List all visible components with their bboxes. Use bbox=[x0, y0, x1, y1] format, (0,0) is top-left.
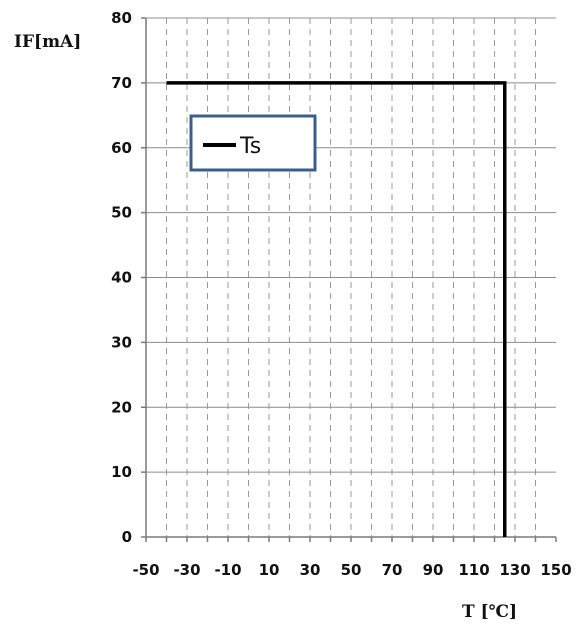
x-tick-label: -30 bbox=[173, 561, 200, 579]
y-tick-labels: 0 10 20 30 40 50 60 70 80 bbox=[111, 9, 132, 546]
y-tick-label: 40 bbox=[111, 269, 132, 287]
x-tick-label: 150 bbox=[540, 561, 571, 579]
y-axis-title: IF[mA] bbox=[14, 32, 81, 52]
axes bbox=[141, 17, 557, 542]
x-axis-title: T [℃] bbox=[462, 602, 517, 622]
x-tick-label: 10 bbox=[259, 561, 280, 579]
y-tick-label: 80 bbox=[111, 9, 132, 27]
grid bbox=[146, 17, 556, 537]
y-tick-label: 70 bbox=[111, 74, 132, 92]
legend: Ts bbox=[189, 114, 317, 172]
legend-label-ts: Ts bbox=[239, 134, 261, 159]
x-tick-label: 110 bbox=[458, 561, 489, 579]
series-line-ts bbox=[166, 81, 507, 537]
x-tick-label: 90 bbox=[423, 561, 444, 579]
y-tick-label: 30 bbox=[111, 333, 132, 351]
x-tick-labels: -50 -30 -10 10 30 50 70 90 110 130 150 bbox=[132, 561, 571, 579]
y-tick-label: 60 bbox=[111, 139, 132, 157]
y-tick-label: 0 bbox=[122, 528, 132, 546]
series-layer bbox=[166, 81, 507, 537]
x-tick-label: -50 bbox=[132, 561, 159, 579]
y-tick-label: 50 bbox=[111, 204, 132, 222]
y-tick-label: 20 bbox=[111, 398, 132, 416]
x-tick-label: -10 bbox=[214, 561, 241, 579]
x-tick-label: 50 bbox=[341, 561, 362, 579]
x-tick-label: 130 bbox=[499, 561, 530, 579]
y-tick-label: 10 bbox=[111, 463, 132, 481]
x-tick-label: 70 bbox=[382, 561, 403, 579]
x-tick-label: 30 bbox=[300, 561, 321, 579]
